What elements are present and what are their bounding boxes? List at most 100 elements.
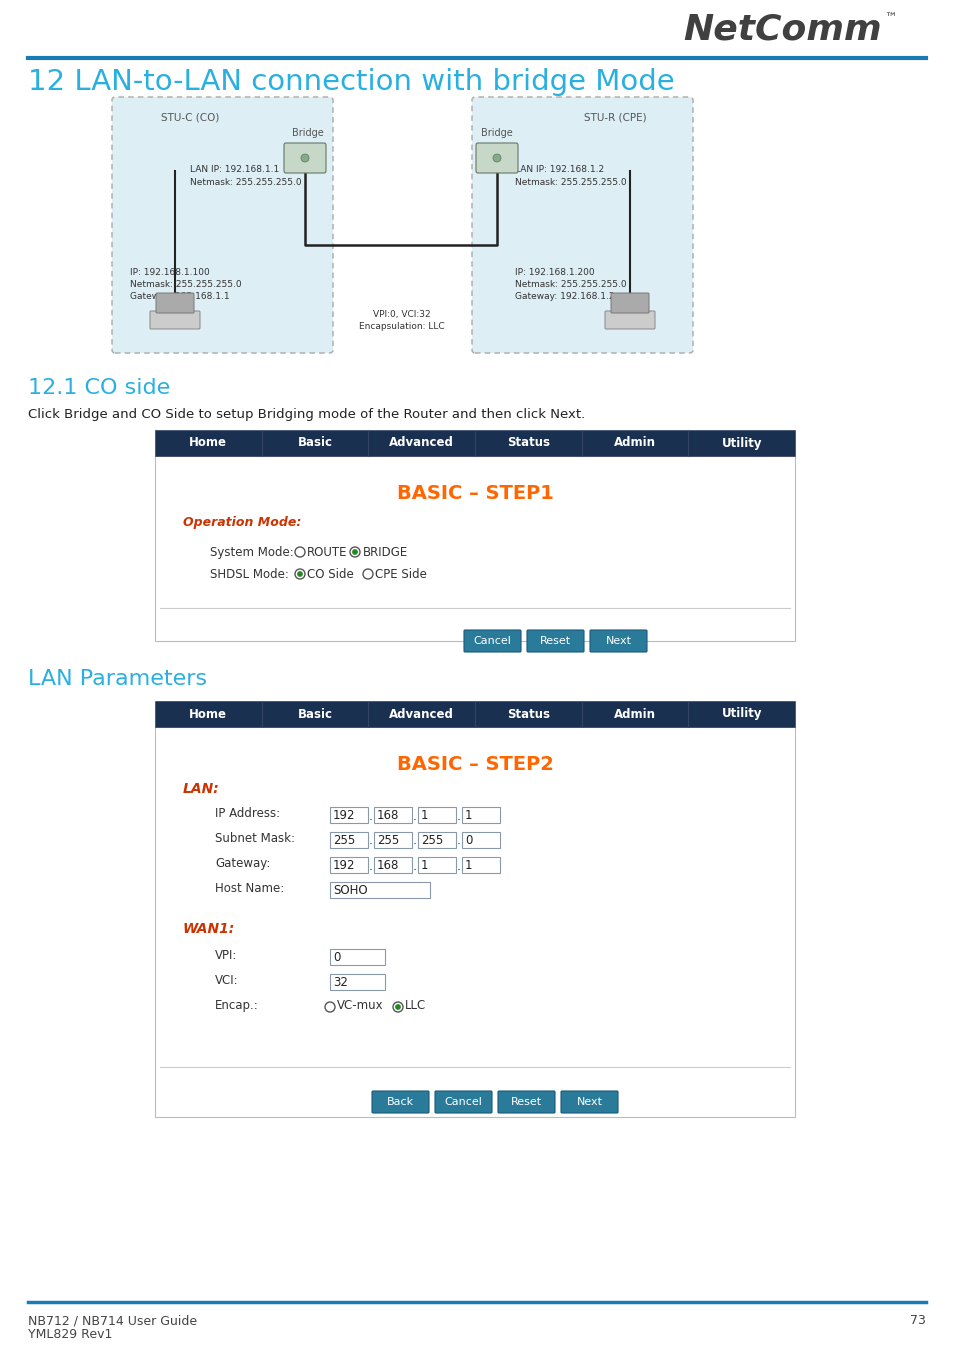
Text: Basic: Basic [297,436,333,450]
Text: 0: 0 [333,951,340,964]
Circle shape [352,550,357,555]
FancyBboxPatch shape [330,881,430,898]
Text: 32: 32 [333,976,348,988]
FancyBboxPatch shape [150,311,200,329]
FancyBboxPatch shape [461,831,499,848]
Text: 1: 1 [420,858,428,872]
Text: Reset: Reset [539,636,571,646]
FancyBboxPatch shape [497,1091,555,1113]
Text: 192: 192 [333,858,355,872]
FancyBboxPatch shape [284,144,326,173]
Text: VPI:: VPI: [214,949,237,961]
Text: ™: ™ [883,12,896,24]
Text: Netmask: 255.255.255.0: Netmask: 255.255.255.0 [130,280,241,288]
Text: Utility: Utility [720,708,761,720]
Circle shape [294,547,305,556]
Text: CPE Side: CPE Side [375,567,426,581]
FancyBboxPatch shape [461,807,499,823]
Text: Operation Mode:: Operation Mode: [183,516,301,529]
Bar [581,701,688,727]
Text: IP: 192.168.1.200: IP: 192.168.1.200 [515,268,594,278]
Text: Netmask: 255.255.255.0: Netmask: 255.255.255.0 [515,280,626,288]
FancyBboxPatch shape [417,807,456,823]
Bar [154,701,261,727]
Bar [368,701,475,727]
FancyBboxPatch shape [372,1091,429,1113]
Text: 1: 1 [420,808,428,822]
Bar [688,431,794,456]
Text: .: . [413,810,416,822]
Text: Basic: Basic [297,708,333,720]
Bar [475,431,581,456]
FancyBboxPatch shape [330,949,385,965]
Bar [261,431,368,456]
Circle shape [350,547,359,556]
Text: NB712 / NB714 User Guide: NB712 / NB714 User Guide [28,1313,197,1327]
Text: .: . [369,810,373,822]
Text: .: . [456,810,460,822]
Text: Home: Home [189,436,227,450]
Text: STU-R (CPE): STU-R (CPE) [583,112,645,122]
Circle shape [301,154,309,162]
Text: .: . [413,834,416,848]
Text: Host Name:: Host Name: [214,881,284,895]
FancyBboxPatch shape [417,857,456,873]
FancyBboxPatch shape [435,1091,492,1113]
Text: NetComm: NetComm [682,12,882,46]
Text: LAN IP: 192.168.1.2: LAN IP: 192.168.1.2 [515,165,603,175]
Text: 255: 255 [376,834,399,848]
Text: Bridge: Bridge [292,129,323,138]
Text: Admin: Admin [614,708,656,720]
Text: Click Bridge and CO Side to setup Bridging mode of the Router and then click Nex: Click Bridge and CO Side to setup Bridgi… [28,408,584,421]
Text: 12.1 CO side: 12.1 CO side [28,378,170,398]
Text: Status: Status [506,436,549,450]
Text: .: . [369,834,373,848]
Text: Home: Home [189,708,227,720]
FancyBboxPatch shape [156,292,193,313]
Bar [688,701,794,727]
Text: 192: 192 [333,808,355,822]
Text: .: . [413,860,416,872]
FancyBboxPatch shape [472,97,692,353]
Text: IP Address:: IP Address: [214,807,280,821]
FancyBboxPatch shape [330,857,368,873]
FancyBboxPatch shape [374,857,412,873]
Text: ROUTE: ROUTE [307,546,347,559]
Text: Status: Status [506,708,549,720]
FancyBboxPatch shape [374,807,412,823]
Bar [261,701,368,727]
Text: Encap.:: Encap.: [214,999,258,1011]
Text: Netmask: 255.255.255.0: Netmask: 255.255.255.0 [515,177,626,187]
FancyBboxPatch shape [476,144,517,173]
FancyBboxPatch shape [461,857,499,873]
Text: BASIC – STEP2: BASIC – STEP2 [396,756,553,774]
Circle shape [294,569,305,580]
FancyBboxPatch shape [112,97,333,353]
Text: 255: 255 [420,834,443,848]
Text: VCI:: VCI: [214,974,238,987]
Text: .: . [369,860,373,872]
Circle shape [297,571,302,577]
Bar [368,431,475,456]
Text: Utility: Utility [720,436,761,450]
Bar [154,431,261,456]
Text: Encapsulation: LLC: Encapsulation: LLC [359,322,444,330]
Text: Gateway: 192.168.1.2: Gateway: 192.168.1.2 [515,292,614,301]
Text: LAN:: LAN: [183,783,219,796]
FancyBboxPatch shape [330,807,368,823]
Text: 1: 1 [464,808,472,822]
Text: Admin: Admin [614,436,656,450]
Circle shape [493,154,500,162]
Text: 168: 168 [376,858,399,872]
Text: LAN Parameters: LAN Parameters [28,669,207,689]
Text: 255: 255 [333,834,355,848]
Text: IP: 192.168.1.100: IP: 192.168.1.100 [130,268,210,278]
Bar [154,727,794,1117]
Text: .: . [456,834,460,848]
Text: 12 LAN-to-LAN connection with bridge Mode: 12 LAN-to-LAN connection with bridge Mod… [28,68,674,96]
Text: YML829 Rev1: YML829 Rev1 [28,1328,112,1340]
Text: Bridge: Bridge [480,129,513,138]
Circle shape [363,569,373,580]
FancyBboxPatch shape [330,974,385,990]
Text: 168: 168 [376,808,399,822]
